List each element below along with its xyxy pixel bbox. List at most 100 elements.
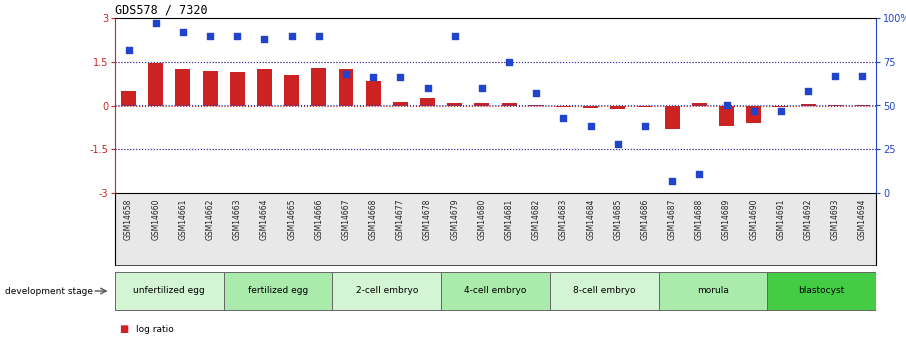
- Bar: [475, 103, 489, 106]
- Text: GSM14679: GSM14679: [450, 199, 459, 240]
- Text: blastocyst: blastocyst: [798, 286, 844, 295]
- Point: [475, 85, 489, 91]
- Point: [176, 29, 190, 35]
- Text: GSM14666: GSM14666: [314, 199, 323, 240]
- Point: [257, 36, 272, 42]
- Text: GSM14667: GSM14667: [342, 199, 351, 240]
- Bar: [665, 106, 680, 129]
- Text: GSM14658: GSM14658: [124, 199, 133, 240]
- Text: ■: ■: [120, 324, 129, 334]
- Text: GSM14685: GSM14685: [613, 199, 622, 240]
- Point: [448, 33, 462, 38]
- Bar: [692, 103, 707, 106]
- FancyBboxPatch shape: [441, 272, 550, 310]
- FancyBboxPatch shape: [550, 272, 659, 310]
- Point: [366, 75, 381, 80]
- Bar: [448, 103, 462, 106]
- Bar: [502, 103, 516, 106]
- Bar: [176, 69, 190, 106]
- FancyBboxPatch shape: [224, 272, 333, 310]
- Bar: [828, 105, 843, 106]
- Bar: [366, 81, 381, 106]
- Text: GSM14668: GSM14668: [369, 199, 378, 240]
- Text: GSM14688: GSM14688: [695, 199, 704, 240]
- Text: GDS578 / 7320: GDS578 / 7320: [115, 4, 207, 17]
- Text: GSM14677: GSM14677: [396, 199, 405, 240]
- Text: 4-cell embryo: 4-cell embryo: [464, 286, 526, 295]
- Bar: [801, 104, 815, 106]
- Text: GSM14663: GSM14663: [233, 199, 242, 240]
- Point: [121, 47, 136, 52]
- Text: morula: morula: [697, 286, 728, 295]
- Point: [502, 59, 516, 65]
- Point: [638, 124, 652, 129]
- Point: [420, 85, 435, 91]
- Point: [583, 124, 598, 129]
- Text: GSM14680: GSM14680: [477, 199, 487, 240]
- Bar: [149, 63, 163, 106]
- Bar: [257, 69, 272, 106]
- Bar: [556, 106, 571, 107]
- FancyBboxPatch shape: [333, 272, 441, 310]
- Point: [312, 33, 326, 38]
- Bar: [747, 106, 761, 123]
- Point: [828, 73, 843, 79]
- Text: GSM14664: GSM14664: [260, 199, 269, 240]
- Text: GSM14684: GSM14684: [586, 199, 595, 240]
- Text: GSM14682: GSM14682: [532, 199, 541, 240]
- Text: GSM14662: GSM14662: [206, 199, 215, 240]
- Text: GSM14683: GSM14683: [559, 199, 568, 240]
- Text: 2-cell embryo: 2-cell embryo: [355, 286, 418, 295]
- Point: [747, 108, 761, 114]
- Text: GSM14661: GSM14661: [178, 199, 188, 240]
- Text: GSM14665: GSM14665: [287, 199, 296, 240]
- Text: GSM14687: GSM14687: [668, 199, 677, 240]
- Point: [719, 103, 734, 108]
- Bar: [230, 72, 245, 106]
- Bar: [420, 98, 435, 106]
- Bar: [855, 105, 870, 106]
- FancyBboxPatch shape: [659, 272, 767, 310]
- Text: GSM14681: GSM14681: [505, 199, 514, 240]
- Text: unfertilized egg: unfertilized egg: [133, 286, 206, 295]
- Point: [284, 33, 299, 38]
- Text: fertilized egg: fertilized egg: [248, 286, 308, 295]
- Point: [774, 108, 788, 114]
- Bar: [638, 106, 652, 107]
- Text: development stage: development stage: [5, 286, 92, 296]
- Point: [556, 115, 571, 120]
- Bar: [719, 106, 734, 126]
- FancyBboxPatch shape: [767, 272, 876, 310]
- Point: [665, 178, 680, 184]
- Text: GSM14691: GSM14691: [776, 199, 786, 240]
- Bar: [284, 75, 299, 106]
- Bar: [312, 68, 326, 106]
- Point: [692, 171, 707, 177]
- Point: [801, 89, 815, 94]
- Bar: [611, 106, 625, 109]
- Point: [393, 75, 408, 80]
- Text: GSM14689: GSM14689: [722, 199, 731, 240]
- Point: [339, 71, 353, 77]
- Text: GSM14686: GSM14686: [641, 199, 650, 240]
- Bar: [339, 69, 353, 106]
- Bar: [583, 106, 598, 108]
- Text: GSM14693: GSM14693: [831, 199, 840, 240]
- Bar: [529, 105, 544, 106]
- FancyBboxPatch shape: [115, 272, 224, 310]
- Text: 8-cell embryo: 8-cell embryo: [573, 286, 635, 295]
- Text: GSM14694: GSM14694: [858, 199, 867, 240]
- Text: GSM14692: GSM14692: [804, 199, 813, 240]
- Point: [529, 90, 544, 96]
- Point: [230, 33, 245, 38]
- Text: GSM14678: GSM14678: [423, 199, 432, 240]
- Text: GSM14660: GSM14660: [151, 199, 160, 240]
- Bar: [774, 106, 788, 107]
- Text: GSM14690: GSM14690: [749, 199, 758, 240]
- Bar: [203, 70, 217, 106]
- Point: [203, 33, 217, 38]
- Text: log ratio: log ratio: [136, 325, 174, 334]
- Point: [149, 20, 163, 26]
- Point: [855, 73, 870, 79]
- Point: [611, 141, 625, 147]
